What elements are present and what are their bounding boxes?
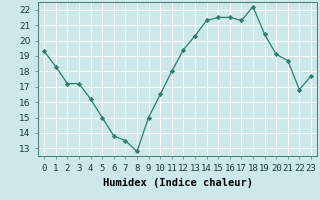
X-axis label: Humidex (Indice chaleur): Humidex (Indice chaleur): [103, 178, 252, 188]
